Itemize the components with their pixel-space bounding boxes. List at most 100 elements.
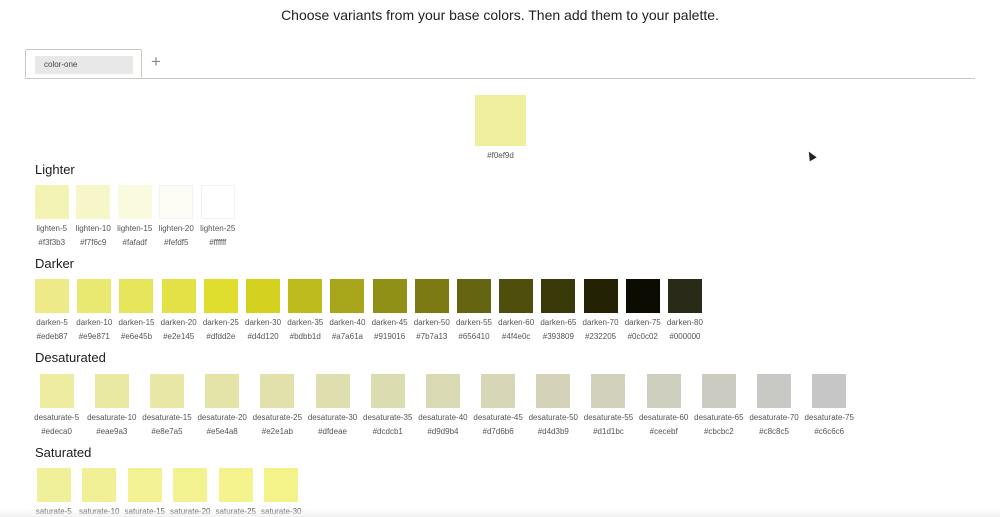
- darker-variant-darken-50[interactable]: darken-50 #7b7a13: [411, 279, 453, 341]
- color-swatch[interactable]: [370, 374, 405, 408]
- darker-variant-darken-60[interactable]: darken-60 #4f4e0c: [495, 279, 537, 341]
- darker-variant-darken-45[interactable]: darken-45 #919016: [369, 279, 411, 341]
- swatch-hex: #ffffff: [209, 238, 227, 247]
- color-swatch[interactable]: [35, 279, 70, 313]
- color-swatch[interactable]: [414, 279, 449, 313]
- darker-variant-darken-25[interactable]: darken-25 #dfdd2e: [200, 279, 242, 341]
- color-swatch[interactable]: [264, 468, 299, 502]
- color-swatch[interactable]: [812, 374, 847, 408]
- color-swatch[interactable]: [39, 374, 74, 408]
- desaturated-variant-desaturate-50[interactable]: desaturate-50 #d4d3b9: [526, 374, 581, 436]
- darker-variant-darken-55[interactable]: darken-55 #656410: [453, 279, 495, 341]
- desaturated-variant-desaturate-10[interactable]: desaturate-10 #eae9a3: [84, 374, 139, 436]
- desaturated-variant-desaturate-20[interactable]: desaturate-20 #e5e4a8: [195, 374, 250, 436]
- desaturated-variant-desaturate-55[interactable]: desaturate-55 #d1d1bc: [581, 374, 636, 436]
- color-swatch[interactable]: [425, 374, 460, 408]
- color-swatch[interactable]: [36, 468, 71, 502]
- darker-variant-darken-75[interactable]: darken-75 #0c0c02: [622, 279, 664, 341]
- color-swatch[interactable]: [127, 468, 162, 502]
- color-swatch[interactable]: [583, 279, 618, 313]
- desaturated-variant-desaturate-40[interactable]: desaturate-40 #d9d9b4: [415, 374, 470, 436]
- lighter-variant-lighten-25[interactable]: lighten-25 #ffffff: [197, 185, 239, 247]
- color-swatch[interactable]: [667, 279, 702, 313]
- color-swatch[interactable]: [203, 279, 238, 313]
- color-swatch[interactable]: [205, 374, 240, 408]
- tab-color-one[interactable]: color-one: [25, 49, 142, 78]
- color-swatch[interactable]: [94, 374, 129, 408]
- desaturated-variant-desaturate-75[interactable]: desaturate-75 #c6c6c6: [802, 374, 857, 436]
- color-swatch[interactable]: [200, 185, 235, 219]
- swatch-label: darken-40: [329, 318, 366, 327]
- desaturated-variant-desaturate-15[interactable]: desaturate-15 #e8e7a5: [139, 374, 194, 436]
- swatch-label: darken-50: [413, 318, 450, 327]
- swatch-hex: #dfdd2e: [206, 332, 236, 341]
- swatch-label: desaturate-50: [528, 413, 578, 422]
- swatch-label: desaturate-60: [638, 413, 689, 422]
- color-swatch[interactable]: [218, 468, 253, 502]
- swatch-hex: #d4d120: [247, 332, 279, 341]
- swatch-hex: #e5e4a8: [206, 427, 238, 436]
- color-swatch[interactable]: [499, 279, 534, 313]
- color-swatch[interactable]: [149, 374, 184, 408]
- color-swatch[interactable]: [34, 185, 69, 219]
- color-swatch[interactable]: [541, 279, 576, 313]
- darker-variant-darken-15[interactable]: darken-15 #e6e45b: [115, 279, 157, 341]
- color-swatch[interactable]: [76, 185, 111, 219]
- desaturated-variant-desaturate-65[interactable]: desaturate-65 #cbcbc2: [691, 374, 746, 436]
- color-swatch[interactable]: [117, 185, 152, 219]
- desaturated-variant-desaturate-60[interactable]: desaturate-60 #cecebf: [636, 374, 691, 436]
- add-tab-button[interactable]: +: [151, 52, 161, 71]
- color-swatch[interactable]: [246, 279, 281, 313]
- color-swatch[interactable]: [82, 468, 117, 502]
- color-swatch[interactable]: [173, 468, 208, 502]
- desaturated-variant-desaturate-30[interactable]: desaturate-30 #dfdeae: [305, 374, 360, 436]
- lighter-variant-lighten-10[interactable]: lighten-10 #f7f6c9: [73, 185, 115, 247]
- color-swatch[interactable]: [77, 279, 112, 313]
- color-swatch[interactable]: [757, 374, 792, 408]
- desaturated-variant-desaturate-70[interactable]: desaturate-70 #c8c8c5: [746, 374, 801, 436]
- darker-variant-darken-80[interactable]: darken-80 #000000: [664, 279, 706, 341]
- color-swatch[interactable]: [288, 279, 323, 313]
- darker-variant-darken-65[interactable]: darken-65 #393809: [537, 279, 579, 341]
- color-swatch[interactable]: [536, 374, 571, 408]
- desaturated-variant-desaturate-45[interactable]: desaturate-45 #d7d6b6: [471, 374, 526, 436]
- lighter-variant-lighten-20[interactable]: lighten-20 #fefdf5: [156, 185, 198, 247]
- color-swatch[interactable]: [161, 279, 196, 313]
- color-swatch[interactable]: [625, 279, 660, 313]
- swatch-label: desaturate-20: [197, 413, 247, 422]
- tab-label[interactable]: color-one: [35, 56, 133, 74]
- desaturated-variant-desaturate-35[interactable]: desaturate-35 #dcdcb1: [360, 374, 415, 436]
- base-color: #f0ef9d: [475, 95, 526, 160]
- swatch-label: desaturate-35: [363, 413, 413, 422]
- darker-variant-darken-30[interactable]: darken-30 #d4d120: [242, 279, 284, 341]
- swatch-label: darken-70: [582, 318, 619, 327]
- darker-variant-darken-20[interactable]: darken-20 #e2e145: [158, 279, 200, 341]
- color-swatch[interactable]: [456, 279, 491, 313]
- desaturated-variant-desaturate-5[interactable]: desaturate-5 #edeca0: [29, 374, 84, 436]
- color-swatch[interactable]: [260, 374, 295, 408]
- swatch-hex: #d4d3b9: [537, 427, 569, 436]
- lighter-variant-lighten-5[interactable]: lighten-5 #f3f3b3: [31, 185, 73, 247]
- color-swatch[interactable]: [646, 374, 681, 408]
- darker-variant-darken-35[interactable]: darken-35 #bdbb1d: [284, 279, 326, 341]
- color-swatch[interactable]: [159, 185, 194, 219]
- color-swatch[interactable]: [372, 279, 407, 313]
- lighter-variant-lighten-15[interactable]: lighten-15 #fafadf: [114, 185, 156, 247]
- swatch-hex: #f7f6c9: [80, 238, 107, 247]
- color-swatch[interactable]: [315, 374, 350, 408]
- desaturated-variant-desaturate-25[interactable]: desaturate-25 #e2e1ab: [250, 374, 305, 436]
- base-color-swatch[interactable]: [475, 95, 526, 146]
- swatch-hex: #eae9a3: [96, 427, 128, 436]
- color-swatch[interactable]: [701, 374, 736, 408]
- color-swatch[interactable]: [481, 374, 516, 408]
- swatch-label: darken-65: [540, 318, 577, 327]
- darker-variant-darken-70[interactable]: darken-70 #232205: [579, 279, 621, 341]
- color-swatch[interactable]: [591, 374, 626, 408]
- color-swatch[interactable]: [119, 279, 154, 313]
- swatch-hex: #d7d6b6: [482, 427, 514, 436]
- swatch-label: desaturate-45: [473, 413, 523, 422]
- darker-variant-darken-40[interactable]: darken-40 #a7a61a: [326, 279, 368, 341]
- darker-variant-darken-5[interactable]: darken-5 #edeb87: [31, 279, 73, 341]
- darker-variant-darken-10[interactable]: darken-10 #e9e871: [73, 279, 115, 341]
- color-swatch[interactable]: [330, 279, 365, 313]
